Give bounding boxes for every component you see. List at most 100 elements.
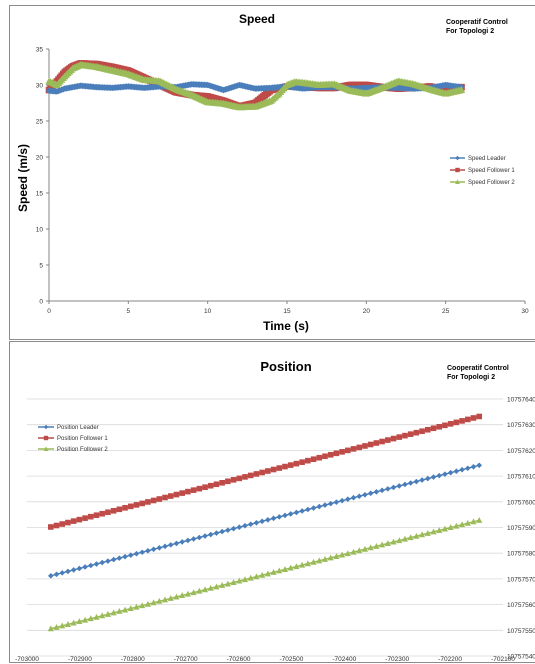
position-leader-point [116,555,123,561]
speed-chart-panel: Speed Cooperatif Control For Topologi 2 0… [9,5,535,340]
position-leader-point [99,559,106,566]
position-leader-point [230,525,237,532]
position-follower-1-line [50,415,480,528]
position-leader-point [87,562,94,569]
position-follower-1-point [219,479,225,486]
position-legend-label: Position Follower 2 [57,447,108,453]
position-follower-2-point [476,516,483,523]
position-x-tick-label: -702700 [174,656,198,662]
position-follower-2-point [133,603,140,610]
position-follower-1-point [299,459,305,465]
position-follower-2-point [87,615,94,622]
position-follower-1-point [367,441,374,448]
position-leader-point [362,491,368,498]
speed-leader-legend-marker [455,155,460,161]
position-leader-point [333,499,340,505]
position-follower-2-point [453,522,460,529]
chart-subtitle-line: Cooperatif Control [446,19,508,26]
position-follower-1-point [373,440,380,446]
position-follower-2-point [47,625,54,632]
position-follower-1-point [110,507,117,514]
position-leader-point [385,486,391,492]
position-follower-1-point [293,460,300,467]
speed-x-tick-label: 5 [127,308,131,315]
position-follower-2-point [76,618,83,625]
position-leader-point [464,465,471,472]
position-follower-2-point [419,531,426,538]
position-follower-2-point [287,564,294,571]
position-leader-point [225,527,231,533]
position-follower-2-point [127,605,134,612]
position-chart: Position Cooperatif Control For Topologi … [15,359,535,662]
position-leader-point [390,484,397,491]
position-follower-1-point [145,499,151,505]
position-follower-2-point [219,582,226,588]
position-follower-1-point [122,505,128,511]
position-follower-2-point [447,524,454,531]
position-leader-point [110,556,117,563]
position-leader-point [185,537,191,544]
position-follower-2-point [390,538,397,545]
position-leader-point [173,540,180,547]
position-follower-1-point [407,431,414,437]
position-follower-1-point [424,426,431,433]
position-follower-2-point [70,619,77,626]
position-leader-point [453,468,460,474]
position-follower-1-point [464,416,471,423]
position-follower-2-point [367,544,374,551]
speed-x-tick-label: 25 [442,308,450,315]
position-follower-1-legend-marker [43,435,49,441]
speed-y-tick-label: 20 [36,155,44,162]
position-follower-1-point [333,450,340,457]
position-leader-point [322,502,328,508]
position-leader-point [127,552,134,558]
position-follower-2-point [167,595,174,601]
position-follower-1-series [48,413,482,530]
position-follower-2-point [64,621,72,627]
position-follower-2-point [104,610,111,617]
position-follower-2-point [321,555,329,562]
position-y-tick-label: 10757570 [507,576,535,583]
position-follower-2-point [224,580,231,587]
position-follower-1-point [93,512,100,518]
position-follower-1-point [225,478,231,485]
position-leader-point [345,496,351,502]
position-x-tick-label: -702600 [227,656,251,662]
position-follower-2-point [356,547,363,554]
position-follower-1-point [185,488,191,495]
position-follower-1-point [76,516,83,523]
position-leader-point [287,511,294,517]
position-leader-point [447,469,454,476]
position-follower-1-point [276,465,283,471]
position-follower-2-point [116,608,123,614]
position-leader-point [396,483,403,489]
position-follower-2-point [304,560,311,567]
speed-legend: Speed Leader Speed Follower 1 Speed Follow… [450,155,515,186]
speed-x-ticks: 0 5 10 15 20 25 30 [47,301,529,315]
position-chart-subtitle: Cooperatif Control For Topologi 2 [447,365,509,381]
position-follower-2-point [333,553,340,559]
position-follower-1-point [230,477,237,483]
position-follower-1-point [253,471,260,477]
position-x-tick-label: -702100 [491,656,515,662]
position-follower-2-point [361,545,369,552]
position-follower-1-point [385,437,391,443]
position-follower-2-legend-marker [43,446,49,451]
position-follower-2-point [196,587,203,594]
speed-legend-label: Speed Leader [468,156,506,162]
position-leader-point [407,480,414,486]
position-leader-point [436,472,443,479]
position-leader-point [430,474,437,480]
position-x-ticks: -703000 -702900 -702800 -702700 -702600 -7025… [15,656,515,662]
position-leader-point [179,539,185,545]
speed-y-tick-label: 15 [36,191,44,198]
position-follower-1-point [327,451,334,458]
position-follower-1-point [190,487,197,493]
position-follower-1-point [105,509,111,516]
position-leader-point [53,571,60,578]
position-follower-2-point [59,622,66,629]
position-follower-1-point [213,481,220,488]
position-follower-1-point [287,462,294,468]
position-y-tick-label: 10757610 [507,474,535,481]
position-x-tick-label: -702800 [121,656,145,662]
